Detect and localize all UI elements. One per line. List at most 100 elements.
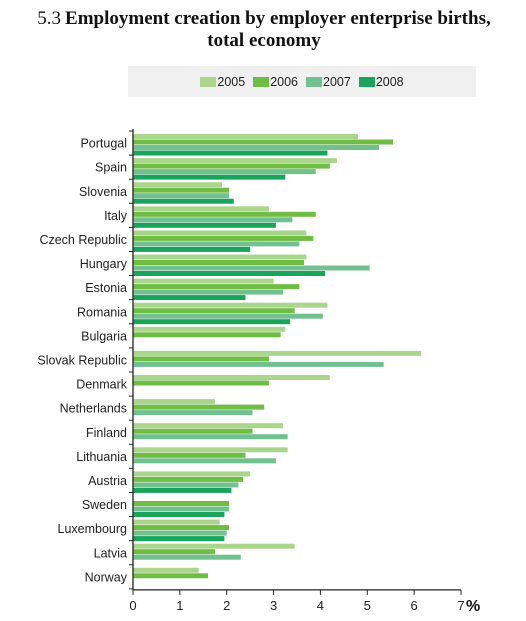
x-tick-label: 4 [317,598,324,613]
bar-2008 [133,271,326,276]
bar-2008 [133,246,251,252]
bar-2007 [133,506,230,512]
bar-2006 [133,573,208,579]
bar-2006 [133,211,316,217]
bar-2005 [133,447,288,453]
legend-swatch-2006 [253,76,270,87]
bar-2006 [133,525,230,531]
legend-label-2007: 2007 [323,74,351,89]
legend-swatch-2008 [358,76,375,87]
legend-label-2006: 2006 [270,74,298,89]
bar-2006 [133,163,330,169]
bar-2005 [133,158,337,164]
category-label: Lithuania [76,450,127,464]
category-label: Finland [86,426,127,440]
bar-2008 [133,295,246,301]
bar-2007 [133,169,316,175]
bar-2007 [133,361,384,367]
category-label: Czech Republic [39,233,127,247]
bar-2005 [133,206,269,212]
bar-2006 [133,356,269,362]
chart-title-line2: total economy [207,30,321,51]
bar-2005 [133,134,358,139]
chart-title: 5.3 Employment creation by employer enter… [6,8,522,52]
chart-title-line1: Employment creation by employer enterpri… [65,8,491,29]
bar-2008 [133,198,234,204]
category-label: Spain [95,161,127,175]
bar-2007 [133,241,300,247]
bar-2006 [133,139,394,145]
bar-2006 [133,284,300,290]
bar-2007 [133,193,230,199]
category-label: Hungary [80,257,128,271]
bar-2005 [133,302,328,308]
legend-item-2005: 2005 [200,75,245,89]
bar-2005 [133,543,295,549]
bar-2005 [133,254,307,260]
x-tick-label: 6 [411,598,418,613]
legend-item-2006: 2006 [253,75,298,89]
x-tick-label: 3 [270,598,277,613]
bar-2005 [133,423,283,429]
bar-2008 [133,536,225,542]
bar-2007 [133,145,379,150]
category-label: Denmark [76,378,127,392]
x-tick-label: 2 [223,598,230,613]
category-label: Luxembourg [58,522,128,536]
x-tick-label: 1 [176,598,183,613]
legend-item-2008: 2008 [358,74,404,89]
bar-2006 [133,501,230,506]
bar-2005 [133,567,199,573]
category-label: Sweden [82,498,127,512]
bar-2008 [133,174,286,180]
bar-2007 [133,554,241,560]
bar-2005 [133,350,422,356]
bar-2007 [133,482,239,488]
category-label: Slovenia [79,185,127,199]
category-label: Latvia [94,546,127,560]
bar-2005 [133,326,286,332]
bar-2006 [133,187,230,193]
category-label: Bulgaria [81,329,127,343]
bar-2005 [133,471,251,477]
bar-2008 [133,150,328,156]
bar-2008 [133,512,225,517]
category-label: Estonia [85,281,127,295]
bar-2007 [133,410,253,416]
bar-2008 [133,222,276,228]
bar-2006 [133,260,305,265]
bar-2006 [133,404,265,410]
category-label: Norway [85,570,128,584]
bar-2008 [133,319,290,325]
bar-2007 [133,289,283,295]
legend: 2005 2006 2007 2008 [128,66,476,97]
category-label: Romania [77,305,127,319]
legend-label-2008: 2008 [375,74,404,89]
category-label: Italy [104,209,128,223]
bar-2007 [133,217,293,223]
x-tick-label: 7 [457,598,464,613]
x-tick-label: 5 [364,598,371,613]
bar-2007 [133,313,323,319]
bar-2006 [133,380,269,386]
x-tick-label: 0 [129,598,136,613]
x-unit-label: % [466,598,480,615]
chart-number: 5.3 [37,8,62,29]
bar-2007 [133,434,288,440]
legend-item-2007: 2007 [306,75,351,89]
bar-2005 [133,375,330,380]
bar-2006 [133,332,281,338]
bar-2007 [133,458,276,464]
bar-2005 [133,230,307,236]
category-label: Austria [88,474,127,488]
legend-label-2005: 2005 [217,74,246,89]
bar-2006 [133,549,215,555]
bar-2005 [133,519,220,525]
legend-swatch-2007 [306,76,322,87]
bar-2005 [133,278,274,284]
bar-2006 [133,308,295,314]
bar-2008 [133,487,232,493]
category-label: Slovak Republic [37,353,127,367]
bar-2005 [133,399,215,405]
